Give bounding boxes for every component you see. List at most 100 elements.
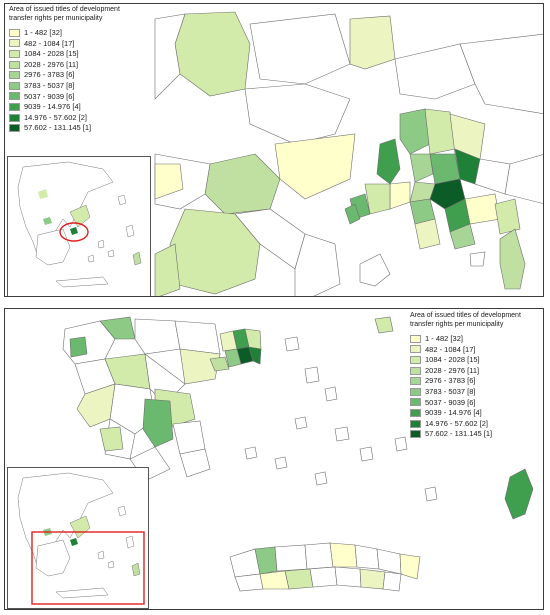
municipality-polygon — [99, 426, 124, 452]
legend-label: 482 - 1084 [17] — [425, 344, 476, 354]
municipality-polygon — [349, 15, 396, 70]
legend-label: 9039 - 14.976 [4] — [425, 408, 482, 418]
municipality-polygon — [244, 83, 351, 145]
legend-swatch — [410, 398, 421, 407]
legend-item-9: 14.976 - 57.602 [2] — [410, 418, 540, 429]
municipality-polygon — [204, 153, 281, 215]
island-polygon — [494, 198, 521, 235]
inset-island — [107, 249, 115, 258]
island-polygon — [314, 471, 328, 486]
inset-highlight-circle — [59, 222, 89, 242]
legend-label: 2028 - 2976 [11] — [425, 365, 480, 375]
legend-swatch — [410, 419, 421, 428]
inset-greece-svg — [17, 472, 145, 605]
inset-island — [125, 224, 135, 238]
map-legend-bottom: Area of issued titles of development tra… — [410, 312, 540, 439]
legend-label: 2976 - 3783 [6] — [24, 70, 75, 80]
island-polygon — [304, 366, 320, 384]
legend-swatch — [9, 71, 20, 80]
legend-swatch — [410, 430, 421, 439]
municipality-polygon — [154, 163, 184, 200]
municipality-polygon — [334, 566, 362, 588]
municipality-polygon — [259, 570, 290, 590]
legend-label: 1084 - 2028 [15] — [425, 355, 480, 365]
municipality-polygon — [464, 193, 501, 225]
legend-item-3: 1084 - 2028 [15] — [410, 355, 540, 366]
map-panel-south: Area of issued titles of development tra… — [4, 308, 544, 610]
municipality-polygon — [134, 318, 181, 355]
legend-swatch — [9, 39, 20, 48]
legend-item-10: 57.602 - 131.145 [1] — [9, 123, 139, 134]
municipality-polygon — [76, 383, 116, 428]
island-polygon — [359, 446, 374, 462]
inset-attica-dark — [70, 538, 78, 546]
map-panel-attica: Area of issued titles of development tra… — [4, 3, 544, 297]
legend-item-10: 57.602 - 131.145 [1] — [410, 429, 540, 440]
legend-swatch — [9, 92, 20, 101]
municipality-polygon — [209, 356, 230, 372]
inset-evia — [69, 515, 91, 539]
legend-item-8: 9039 - 14.976 [4] — [410, 408, 540, 419]
island-polygon — [359, 253, 391, 287]
inset-rhodes — [131, 562, 141, 577]
municipality-polygon — [359, 568, 386, 590]
island-polygon — [274, 456, 288, 470]
legend-swatch — [410, 408, 421, 417]
inset-region-green — [43, 217, 52, 225]
municipality-polygon — [394, 43, 476, 100]
legend-item-7: 5037 - 9039 [6] — [9, 91, 139, 102]
inset-attica-dark — [70, 227, 78, 235]
legend-label: 57.602 - 131.145 [1] — [425, 429, 493, 439]
municipality-polygon — [142, 398, 174, 448]
legend-label: 1 - 482 [32] — [425, 334, 463, 344]
inset-island — [97, 550, 105, 560]
inset-evia — [69, 204, 91, 228]
island-polygon — [294, 416, 308, 430]
inset-island — [87, 254, 95, 263]
legend-item-3: 1084 - 2028 [15] — [9, 49, 139, 60]
municipality-polygon — [309, 566, 338, 588]
legend-swatch — [410, 334, 421, 343]
municipality-polygon — [294, 233, 341, 296]
island-polygon — [469, 251, 486, 267]
inset-mainland — [17, 472, 114, 569]
legend-swatch — [410, 377, 421, 386]
municipality-polygon — [474, 158, 511, 195]
legend-swatch — [410, 366, 421, 375]
inset-rhodes — [132, 251, 142, 266]
island-polygon — [344, 203, 361, 225]
island-polygon — [334, 426, 350, 442]
island-polygon — [394, 436, 408, 452]
municipality-polygon — [459, 33, 543, 114]
legend-label: 14.976 - 57.602 [2] — [425, 418, 488, 428]
legend-swatch — [9, 102, 20, 111]
inset-highlight-rect — [31, 531, 145, 605]
legend-label: 9039 - 14.976 [4] — [24, 102, 81, 112]
municipality-polygon — [229, 548, 261, 578]
municipality-polygon — [382, 571, 402, 592]
legend-item-2: 482 - 1084 [17] — [9, 38, 139, 49]
legend-item-5: 2976 - 3783 [6] — [9, 70, 139, 81]
municipality-polygon — [224, 348, 242, 368]
municipality-polygon — [174, 11, 251, 97]
legend-swatch — [9, 28, 20, 37]
legend-swatch — [410, 355, 421, 364]
municipality-polygon — [399, 553, 421, 580]
inset-island — [97, 239, 105, 249]
legend-item-1: 1 - 482 [32] — [9, 28, 139, 39]
legend-swatch — [9, 60, 20, 69]
legend-label: 482 - 1084 [17] — [24, 38, 75, 48]
legend-label: 1 - 482 [32] — [24, 28, 62, 38]
legend-item-2: 482 - 1084 [17] — [410, 344, 540, 355]
municipality-polygon — [449, 223, 476, 250]
legend-label: 5037 - 9039 [6] — [24, 91, 75, 101]
legend-title: Area of issued titles of development tra… — [9, 6, 120, 22]
municipality-polygon — [249, 13, 351, 85]
legend-item-8: 9039 - 14.976 [4] — [9, 102, 139, 113]
municipality-polygon — [244, 328, 262, 350]
inset-region-green — [38, 189, 48, 199]
island-polygon — [499, 228, 526, 290]
municipality-polygon — [376, 138, 401, 185]
legend-swatch — [9, 49, 20, 58]
legend-label: 1084 - 2028 [15] — [24, 49, 79, 59]
